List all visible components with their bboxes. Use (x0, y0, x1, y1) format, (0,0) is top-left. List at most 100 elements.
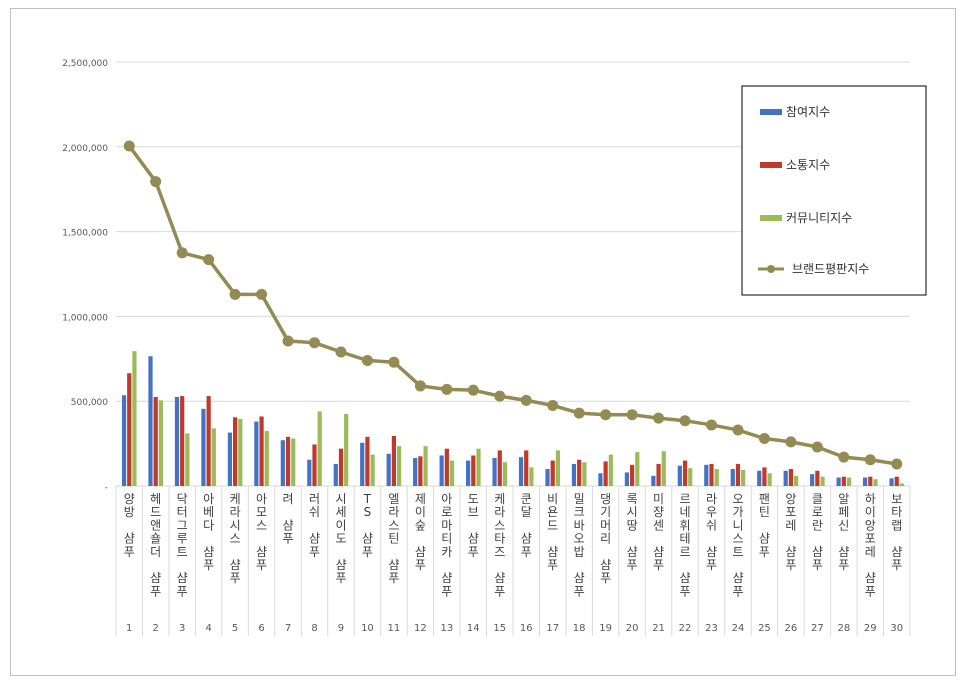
bar-participation (280, 440, 285, 486)
bar-communication (894, 476, 899, 486)
rank-label: 3 (179, 623, 185, 634)
rank-label: 10 (361, 623, 374, 634)
bar-participation (651, 475, 656, 486)
reputation-point (282, 335, 294, 347)
rank-label: 19 (599, 623, 612, 634)
bar-communication (524, 450, 529, 486)
reputation-point (679, 415, 691, 427)
bar-participation (333, 463, 338, 486)
reputation-point (573, 407, 585, 419)
rank-label: 15 (493, 623, 506, 634)
bar-community (344, 413, 349, 486)
reputation-point (361, 354, 373, 366)
legend-box (741, 85, 927, 296)
bar-communication (418, 456, 423, 486)
reputation-point (494, 390, 506, 402)
bars (121, 351, 905, 486)
bar-communication (603, 461, 608, 486)
reputation-point (335, 346, 347, 358)
bar-participation (863, 477, 868, 486)
reputation-point (203, 254, 215, 266)
reputation-point (811, 441, 823, 453)
bar-community (211, 428, 216, 486)
rank-label: 28 (837, 623, 850, 634)
rank-label: 27 (811, 623, 824, 634)
reputation-point (891, 458, 903, 470)
legend-swatch-participation (760, 109, 782, 115)
reputation-point (626, 409, 638, 421)
bar-communication (550, 460, 555, 486)
bar-participation (677, 465, 682, 486)
bar-community (397, 446, 402, 486)
rank-label: 5 (232, 623, 238, 634)
rank-label: 29 (864, 623, 877, 634)
bar-communication (762, 467, 767, 486)
rank-label: 26 (785, 623, 798, 634)
reputation-point (706, 419, 717, 431)
reputation-point (256, 288, 268, 300)
bar-community (291, 438, 296, 486)
bar-participation (439, 455, 444, 486)
bar-participation (889, 478, 894, 486)
y-tick-label: - (105, 483, 108, 493)
bar-community (635, 452, 640, 486)
bar-participation (413, 458, 418, 486)
reputation-point (653, 412, 665, 424)
rank-label: 13 (440, 623, 453, 634)
bar-community (608, 454, 613, 486)
bar-communication (735, 463, 741, 486)
bar-participation (571, 463, 577, 486)
bar-community (555, 450, 560, 486)
y-tick-label: 2,000,000 (62, 144, 108, 154)
bar-communication (577, 459, 582, 486)
bar-communication (206, 396, 211, 486)
rank-label: 22 (679, 623, 692, 634)
bar-participation (598, 473, 603, 486)
bar-communication (259, 416, 264, 486)
rank-label: 9 (338, 623, 344, 634)
bar-participation (704, 464, 709, 486)
bar-community (767, 473, 772, 486)
reputation-point (414, 380, 426, 392)
bar-community (264, 430, 269, 486)
reputation-point (467, 384, 479, 396)
bar-community (185, 433, 190, 486)
rank-label: 1 (126, 623, 132, 634)
rank-label: 30 (890, 623, 903, 634)
reputation-point (732, 424, 744, 436)
reputation-point (600, 409, 612, 421)
bar-communication (233, 417, 238, 486)
bar-communication (841, 476, 846, 486)
bar-communication (312, 444, 317, 486)
bar-community (370, 454, 375, 486)
bar-community (132, 351, 137, 486)
bar-community (238, 419, 243, 486)
brand-reputation-line (123, 140, 903, 470)
bar-participation (545, 469, 550, 486)
legend-swatch-reputation-marker (767, 265, 775, 273)
bar-community (661, 451, 666, 486)
reputation-point (785, 436, 797, 448)
bar-communication (444, 448, 449, 486)
bar-communication (285, 436, 291, 486)
bar-community (846, 477, 852, 486)
bar-community (423, 446, 428, 486)
bar-community (873, 479, 878, 486)
legend-label-community: 커뮤니티지수 (786, 211, 852, 225)
bar-communication (709, 463, 714, 486)
